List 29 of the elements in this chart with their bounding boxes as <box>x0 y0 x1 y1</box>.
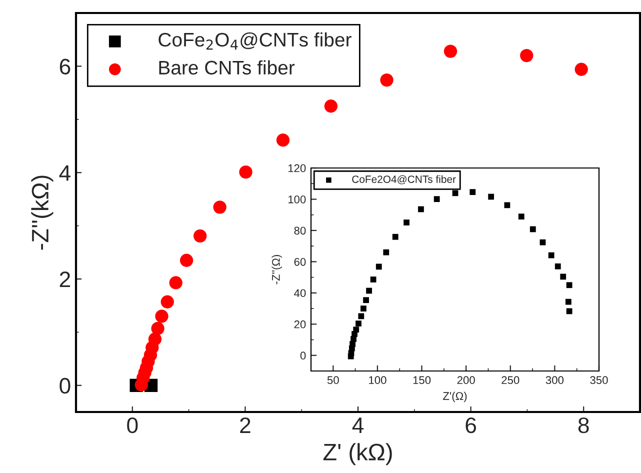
y-axis-title: -Z''(kΩ) <box>31 176 54 250</box>
y-axis-title: -Z''(Ω) <box>272 254 282 284</box>
y-tick-label: 0 <box>300 352 306 360</box>
legend-label: Bare CNTs fiber <box>159 60 295 75</box>
x-axis-title: Z'(Ω) <box>443 392 467 402</box>
x-axis-title: Z' (kΩ) <box>323 443 392 466</box>
x-tick-label: 300 <box>546 376 564 384</box>
x-tick-label: 0 <box>127 417 138 434</box>
y-tick-label: 60 <box>294 258 306 266</box>
x-tick-label: 100 <box>369 376 386 384</box>
x-tick-label: 8 <box>578 417 589 434</box>
x-tick-label: 350 <box>590 376 608 384</box>
x-tick-label: 2 <box>240 417 250 433</box>
y-tick-label: 120 <box>288 164 306 172</box>
y-tick-label: 80 <box>294 226 306 235</box>
y-tick-label: 6 <box>60 58 70 74</box>
y-tick-label: 2 <box>60 272 70 288</box>
x-tick-label: 50 <box>327 376 339 384</box>
legend-label: CoFe2O4@CNTs fiber <box>352 175 456 184</box>
y-tick-label: 4 <box>59 165 70 181</box>
x-tick-label: 4 <box>352 418 364 433</box>
y-tick-label: 100 <box>288 196 306 204</box>
x-tick-label: 150 <box>413 376 431 384</box>
y-tick-label: 20 <box>294 320 306 328</box>
legend-label: CoFe$_{2}$O$_{4}$@CNTs fiber <box>158 32 352 50</box>
x-tick-label: 200 <box>457 376 475 384</box>
x-tick-label: 250 <box>502 376 520 384</box>
y-tick-label: 40 <box>294 289 306 298</box>
x-tick-label: 6 <box>466 417 476 434</box>
